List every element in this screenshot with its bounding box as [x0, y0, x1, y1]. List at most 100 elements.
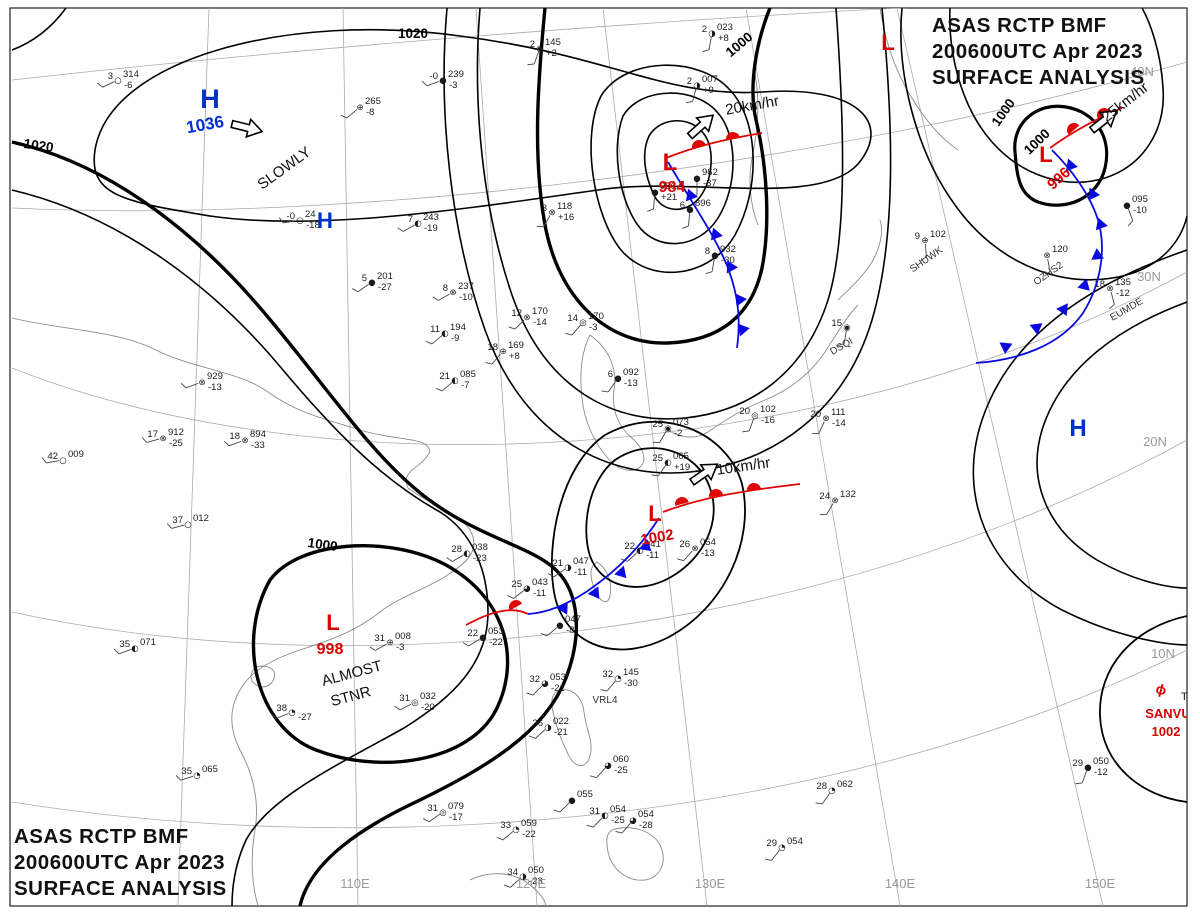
station-change: -22: [522, 829, 536, 840]
station-change: -13: [208, 382, 222, 393]
isobar-1000-loop: [251, 544, 510, 764]
station-temp: 6: [680, 200, 685, 211]
chart-title-bottom: ASAS RCTP BMF: [14, 825, 189, 848]
station-plot: ⊗111-14 20: [810, 407, 846, 435]
station-plot: ⊗132 24: [819, 489, 856, 516]
wind-barb-icon: [601, 381, 617, 393]
station-pressure: 050: [528, 865, 544, 876]
wind-barb-icon: [1044, 258, 1051, 277]
station-circle-icon: ●: [614, 374, 621, 384]
wind-barb-icon: [166, 523, 185, 529]
station-plot: ◕043-11 25: [507, 577, 548, 599]
station-circle-icon: ⊕: [356, 103, 363, 113]
station-circle-icon: ○: [59, 456, 66, 466]
wind-barb-icon: [113, 648, 132, 655]
station-change: +19: [674, 462, 690, 473]
station-change: -30: [721, 255, 735, 266]
station-circle-icon: ◔: [193, 771, 200, 781]
wind-barb-icon: [526, 685, 543, 696]
warm-front-semicircle-icon: [675, 497, 689, 506]
wind-barb-icon: [920, 243, 927, 261]
chart-title-top: ASAS RCTP BMF: [932, 14, 1107, 37]
low-pressure-symbol: L: [648, 501, 661, 526]
isobar: [643, 120, 712, 211]
station-plot: ◔059-22 33: [496, 818, 537, 841]
grid-line-lon: [177, 8, 210, 906]
front-warm: [662, 483, 801, 513]
wind-barb-icon: [615, 822, 631, 834]
station-temp: 35: [181, 766, 192, 777]
station-pressure: 008: [395, 631, 411, 642]
cold-front-triangle-icon: [710, 227, 723, 241]
lat-label: 10N: [1151, 646, 1175, 661]
wind-barb-icon: [508, 319, 525, 330]
grid-line-lon: [475, 8, 538, 906]
cold-front-triangle-icon: [614, 565, 627, 579]
cold-front-triangle-icon: [735, 293, 747, 307]
low-pressure-symbol: L: [326, 610, 339, 635]
wind-barb-icon: [485, 353, 501, 365]
front-cold: [527, 517, 660, 615]
station-circle-icon: ◕: [604, 761, 611, 771]
station-circle-icon: ○: [114, 76, 121, 86]
station-pressure: 243: [423, 212, 439, 223]
station-plot: ◑007+9 2: [685, 74, 718, 104]
station-temp: 12: [511, 308, 522, 319]
chart-type-top: SURFACE ANALYSIS: [932, 66, 1145, 89]
grid-line-lon: [602, 8, 708, 906]
grid-line-lat: [11, 439, 1187, 647]
wind-barb-icon: [369, 643, 387, 651]
station-change: -25: [169, 438, 183, 449]
wind-barb-icon: [432, 293, 450, 301]
chart-datetime-bottom: 200600UTC Apr 2023: [14, 851, 226, 874]
station-circle-icon: ◐: [414, 219, 421, 229]
wind-barb-icon: [677, 550, 693, 562]
station-plot: ◔145-30 32: [600, 667, 639, 692]
station-circle-icon: ●: [686, 205, 693, 215]
station-temp: 8: [705, 246, 710, 257]
isobar: [590, 64, 754, 274]
station-circle-icon: ◔: [614, 674, 621, 684]
low-pressure-symbol: L: [1039, 142, 1052, 167]
isobar: [476, 8, 844, 420]
wind-barb-icon: [41, 457, 60, 464]
station-pressure: 932: [720, 244, 736, 255]
station-change: -13: [701, 548, 715, 559]
grid-line-lon: [342, 8, 359, 906]
wind-barb-icon: [651, 465, 667, 477]
wind-barb-icon: [1109, 291, 1115, 310]
station-plot: ◑022-21 26: [528, 716, 569, 739]
cold-front-triangle-icon: [726, 260, 738, 274]
station-circle-icon: ●: [693, 174, 700, 184]
station-plot: ◔062 28: [815, 779, 853, 805]
motion-arrow-icon: [230, 117, 264, 139]
station-pressure: 135: [1115, 277, 1131, 288]
front-warm: [465, 609, 529, 626]
station-temp: 26: [679, 539, 690, 550]
chart-datetime-top: 200600UTC Apr 2023: [932, 40, 1144, 63]
station-circle-icon: ⊕: [386, 638, 393, 648]
high-pressure-symbol: H: [200, 84, 220, 114]
station-circle-icon: ○: [296, 216, 303, 226]
coastline-hainan: [250, 665, 276, 688]
station-plot: ●896 6: [680, 198, 711, 229]
station-circle-icon: ◉: [843, 323, 850, 333]
station-circle-icon: ◐: [664, 458, 671, 468]
wind-barb-icon: [180, 382, 199, 389]
isobar: [972, 249, 1187, 646]
station-circle-icon: ⊗: [159, 434, 166, 444]
warm-front-semicircle-icon: [709, 489, 723, 497]
station-change: -6: [124, 80, 132, 91]
station-temp: 25: [652, 453, 663, 464]
coastline-mindanao: [606, 827, 664, 881]
isobar: [11, 189, 489, 906]
station-pressure: 050: [1093, 756, 1109, 767]
lat-label: 30N: [1137, 269, 1161, 284]
station-change: +16: [558, 212, 574, 223]
station-plot: ◕060-25: [590, 754, 629, 779]
station-change: -22: [489, 637, 503, 648]
station-circle-icon: ⊕: [499, 347, 506, 357]
station-pressure: 170: [588, 311, 604, 322]
station-change: -3: [396, 642, 404, 653]
